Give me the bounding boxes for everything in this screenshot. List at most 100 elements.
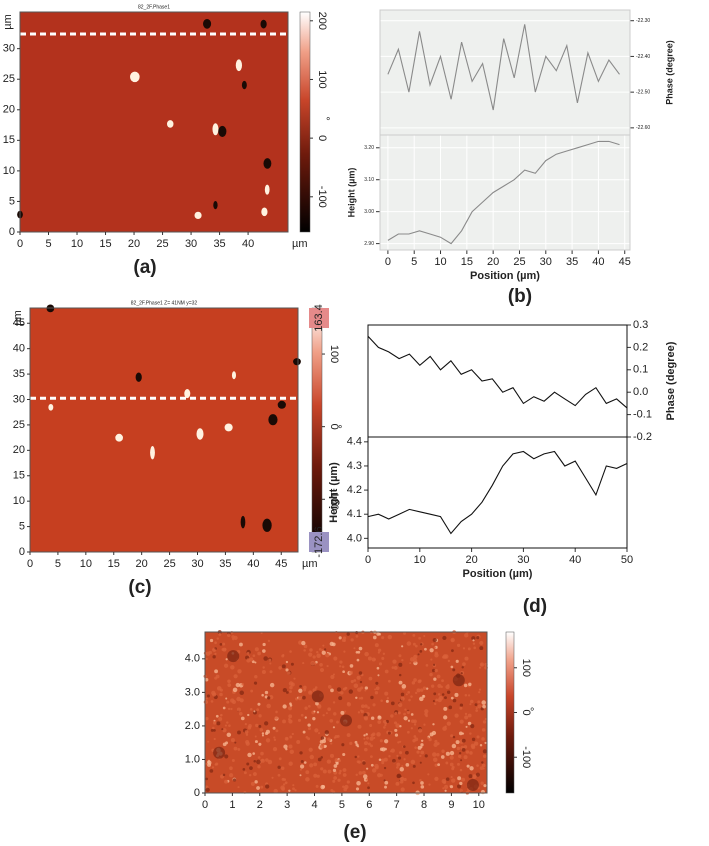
texture [419, 650, 423, 653]
texture [444, 725, 447, 728]
texture [370, 695, 374, 700]
texture [381, 656, 385, 660]
texture [237, 786, 240, 789]
texture [379, 739, 383, 743]
texture [355, 743, 359, 747]
texture [223, 663, 229, 668]
texture [335, 762, 339, 766]
texture [299, 768, 302, 771]
x-tick-label: 10 [473, 799, 485, 811]
texture [358, 697, 361, 700]
x-tick-label: 20 [487, 256, 499, 268]
texture [459, 789, 463, 793]
x-tick-label: 0 [202, 799, 208, 811]
texture [397, 756, 402, 760]
texture [263, 656, 268, 661]
texture [455, 659, 459, 663]
texture [258, 714, 262, 718]
texture [437, 698, 442, 703]
texture [288, 761, 293, 766]
texture [482, 720, 487, 724]
texture [340, 691, 344, 695]
texture [425, 687, 429, 690]
x-tick-label: 10 [414, 554, 426, 566]
y-tick-label: 25 [3, 73, 15, 85]
y-tick-label: -0.2 [633, 431, 652, 443]
texture [367, 706, 370, 710]
texture [205, 777, 209, 781]
texture [348, 689, 354, 694]
texture [454, 692, 459, 697]
texture [449, 762, 454, 767]
texture [356, 675, 361, 680]
texture [452, 698, 457, 703]
texture [413, 654, 418, 660]
colorbar-tick-label: -100 [316, 186, 328, 208]
texture [381, 758, 385, 763]
texture [484, 717, 488, 721]
texture [338, 691, 341, 694]
y-tick-label: 20 [3, 104, 15, 116]
texture [412, 781, 415, 785]
texture [225, 741, 229, 745]
texture [283, 744, 288, 749]
texture [269, 670, 273, 674]
y-tick-label: 0 [9, 226, 15, 238]
texture [420, 739, 424, 743]
texture [321, 650, 326, 655]
texture [313, 762, 318, 767]
texture [450, 696, 454, 700]
texture [216, 637, 219, 640]
texture [445, 751, 450, 756]
texture [339, 665, 342, 668]
texture [260, 751, 264, 756]
texture [226, 732, 232, 738]
texture [401, 659, 404, 662]
texture [332, 701, 336, 704]
texture [419, 754, 422, 758]
texture [226, 721, 229, 724]
texture [398, 654, 402, 658]
texture [212, 721, 217, 725]
texture [431, 642, 434, 646]
texture [410, 695, 413, 698]
texture [242, 768, 246, 771]
line-series [367, 335, 628, 409]
texture [287, 671, 291, 675]
dark-spot [213, 746, 226, 759]
texture [236, 707, 241, 712]
texture [472, 774, 477, 779]
texture [322, 739, 327, 744]
texture [357, 650, 361, 654]
texture [330, 788, 334, 793]
plot-background [380, 135, 630, 250]
texture [310, 660, 316, 666]
texture [475, 772, 480, 777]
x-tick-label: 20 [465, 554, 477, 566]
line-series [367, 450, 628, 535]
texture [258, 742, 262, 746]
texture [478, 688, 482, 691]
texture [389, 750, 392, 753]
texture [282, 783, 286, 786]
texture [322, 714, 325, 717]
texture [394, 711, 398, 715]
texture [205, 651, 211, 656]
texture [246, 762, 250, 766]
texture [456, 784, 462, 789]
texture [258, 724, 262, 728]
texture [213, 648, 216, 651]
texture [396, 754, 399, 758]
texture [479, 640, 484, 646]
texture [423, 723, 426, 726]
texture [300, 713, 304, 717]
x-tick-label: 5 [55, 558, 61, 570]
texture [403, 716, 408, 721]
texture [289, 690, 292, 693]
afm-image [20, 12, 288, 232]
colorbar-tick-label: -100 [328, 488, 340, 510]
texture [332, 768, 337, 772]
y-tick-label: 3.10 [364, 177, 374, 183]
texture [257, 765, 261, 769]
texture [269, 662, 272, 665]
